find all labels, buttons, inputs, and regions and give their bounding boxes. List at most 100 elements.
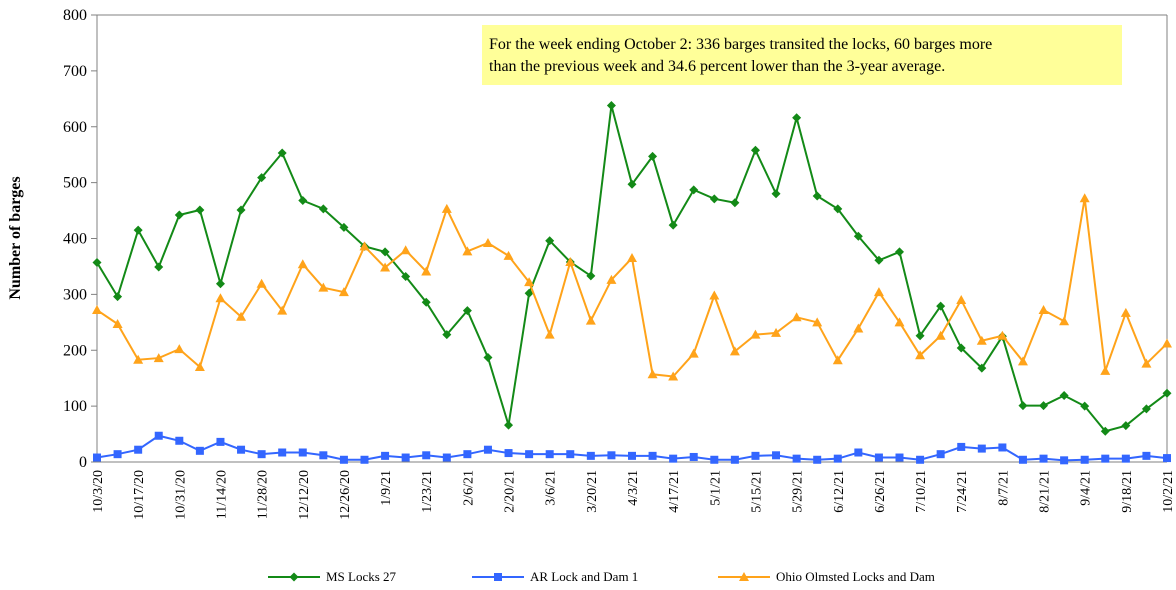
marker	[977, 363, 987, 373]
marker	[237, 445, 246, 454]
x-tick-label: 10/17/20	[132, 470, 147, 520]
marker	[525, 450, 534, 459]
x-tick-label: 12/12/20	[297, 470, 312, 520]
x-tick-label: 7/10/21	[914, 470, 929, 513]
marker	[771, 189, 781, 199]
x-tick-label: 1/9/21	[379, 470, 394, 506]
marker	[668, 371, 679, 381]
marker	[1141, 358, 1152, 368]
marker	[936, 450, 945, 459]
marker	[360, 455, 369, 464]
x-tick-label: 11/28/20	[256, 470, 271, 519]
annotation-box	[482, 25, 1122, 85]
marker	[1060, 456, 1069, 465]
marker	[627, 179, 637, 189]
legend-item: MS Locks 27	[268, 569, 397, 584]
marker	[174, 344, 185, 354]
x-tick-label: 1/23/21	[420, 470, 435, 513]
marker	[812, 317, 823, 327]
marker	[1121, 421, 1131, 431]
marker	[1080, 455, 1089, 464]
marker	[318, 204, 328, 214]
series	[93, 431, 1171, 465]
marker	[256, 278, 267, 288]
marker	[462, 306, 472, 316]
y-tick-label: 600	[63, 119, 87, 136]
marker	[298, 196, 308, 206]
marker	[380, 262, 391, 272]
marker	[894, 317, 905, 327]
marker	[792, 454, 801, 463]
marker	[319, 451, 328, 460]
marker	[792, 113, 802, 123]
marker	[1100, 426, 1110, 436]
marker	[1059, 391, 1069, 401]
marker	[565, 256, 576, 266]
marker	[710, 455, 719, 464]
legend-marker	[289, 572, 299, 582]
marker	[524, 288, 534, 298]
marker	[381, 451, 390, 460]
legend-item: Ohio Olmsted Locks and Dam	[718, 569, 935, 584]
marker	[648, 151, 658, 161]
marker	[1038, 305, 1049, 315]
marker	[689, 185, 699, 195]
marker	[421, 266, 432, 276]
y-axis-label: Number of barges	[7, 176, 24, 299]
legend-item: AR Lock and Dam 1	[472, 569, 638, 584]
marker	[1120, 307, 1131, 317]
marker	[935, 330, 946, 340]
marker	[277, 148, 287, 158]
marker	[566, 450, 575, 459]
marker	[524, 277, 535, 287]
marker	[628, 451, 636, 460]
marker	[1017, 356, 1028, 366]
series	[92, 101, 1172, 436]
x-tick-label: 10/31/20	[173, 470, 188, 520]
marker	[401, 271, 411, 281]
marker	[709, 290, 720, 300]
marker	[813, 455, 822, 464]
marker	[689, 452, 698, 461]
marker	[1018, 455, 1027, 464]
marker	[853, 231, 863, 241]
x-tick-label: 12/26/20	[338, 470, 353, 520]
marker	[977, 444, 986, 453]
x-tick-label: 5/29/21	[791, 470, 806, 513]
x-tick-label: 2/6/21	[461, 470, 476, 506]
marker	[298, 448, 307, 457]
marker	[915, 350, 926, 360]
marker	[215, 279, 225, 289]
x-tick-label: 4/17/21	[667, 470, 682, 513]
marker	[957, 442, 966, 451]
marker	[1079, 193, 1090, 203]
x-tick-label: 6/26/21	[873, 470, 888, 513]
x-tick-label: 4/3/21	[626, 470, 641, 506]
marker	[956, 294, 967, 304]
marker	[545, 236, 555, 246]
marker	[92, 258, 102, 268]
marker	[338, 287, 349, 297]
marker	[339, 455, 348, 464]
y-tick-label: 700	[63, 63, 87, 80]
marker	[112, 318, 123, 328]
marker	[113, 292, 123, 302]
legend-label: AR Lock and Dam 1	[530, 569, 638, 584]
annotation-text: than the previous week and 34.6 percent …	[489, 58, 945, 75]
marker	[421, 297, 431, 307]
marker	[297, 259, 308, 269]
marker	[422, 451, 431, 460]
marker	[483, 445, 492, 454]
marker	[482, 237, 493, 247]
y-tick-label: 100	[63, 398, 87, 415]
marker	[1101, 454, 1110, 463]
marker	[956, 343, 966, 353]
marker	[607, 451, 616, 460]
marker	[627, 253, 637, 263]
marker	[648, 451, 657, 460]
marker	[729, 346, 740, 356]
marker	[339, 222, 349, 232]
x-tick-label: 7/24/21	[955, 470, 970, 513]
marker	[874, 255, 884, 265]
y-tick-label: 300	[63, 286, 87, 303]
